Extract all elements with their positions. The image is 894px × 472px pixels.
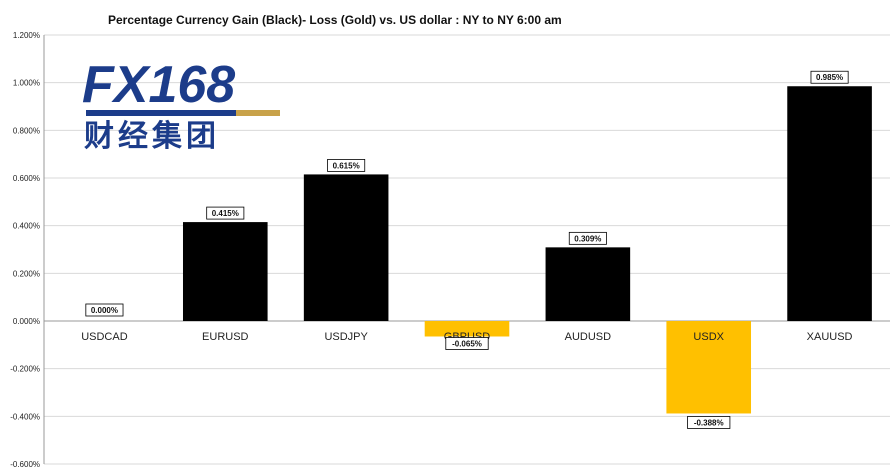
data-labels: 0.000% 0.415% 0.615% -0.065% 0.309% -0.388% 0.… (85, 70, 849, 429)
data-label-text: 0.615% (333, 161, 360, 170)
data-label-box (810, 70, 849, 84)
data-label-text: 0.415% (212, 209, 239, 218)
data-label-usdcad: 0.000% (85, 303, 124, 317)
category-label-eurusd: EURUSD (202, 331, 249, 343)
data-label-usdjpy: 0.615% (327, 159, 366, 172)
logo-latin-text: FX168 (82, 56, 235, 114)
y-tick-label: 0.600% (13, 174, 40, 183)
data-label-box (568, 231, 607, 245)
y-tick-label: -0.400% (10, 412, 40, 421)
category-label-usdcad: USDCAD (81, 331, 128, 343)
category-label-audusd: AUDUSD (565, 331, 612, 343)
data-label-gbpusd: -0.065% (445, 337, 489, 350)
gridlines (43, 34, 890, 465)
category-label-xauusd: XAUUSD (807, 331, 853, 343)
category-labels: USDCAD EURUSD USDJPY GBPUSD AUDUSD USDX XAUUSD (81, 331, 852, 343)
data-label-usdx: -0.388% (687, 416, 731, 429)
data-label-box (327, 159, 366, 172)
data-label-box (206, 206, 245, 220)
logo-underline-blue (86, 110, 236, 116)
data-label-text: -0.065% (452, 339, 482, 348)
data-label-box (445, 337, 489, 350)
bar-audusd (545, 247, 631, 321)
bars (182, 86, 872, 414)
data-label-box (85, 303, 124, 317)
chart-title: Percentage Currency Gain (Black)- Loss (… (108, 13, 562, 27)
y-tick-label: 0.000% (13, 317, 40, 326)
fx168-logo: FX168 财经集团 (82, 56, 280, 154)
data-label-audusd: 0.309% (568, 231, 607, 245)
y-tick-label: -0.600% (10, 460, 40, 469)
data-label-text: -0.388% (694, 418, 724, 427)
y-axis-tick-labels: 1.200% 1.000% 0.800% 0.600% 0.400% 0.200% 0.00… (10, 31, 40, 469)
data-label-text: 0.985% (816, 73, 843, 82)
bar-eurusd (182, 222, 268, 321)
data-label-text: 0.000% (91, 306, 118, 315)
y-tick-label: 1.200% (13, 31, 40, 40)
y-tick-label: 1.000% (13, 79, 40, 88)
category-label-usdx: USDX (693, 331, 724, 343)
data-label-eurusd: 0.415% (206, 206, 245, 220)
bar-usdx (666, 321, 752, 414)
bar-xauusd (787, 86, 872, 321)
bar-gbpusd (424, 321, 510, 337)
data-label-text: 0.309% (574, 234, 601, 243)
data-label-box (687, 416, 731, 429)
bar-usdjpy (303, 174, 389, 321)
category-label-usdjpy: USDJPY (324, 331, 368, 343)
logo-underline-gold (236, 110, 280, 116)
y-tick-label: -0.200% (10, 365, 40, 374)
logo-chinese-text: 财经集团 (84, 119, 220, 154)
y-tick-label: 0.400% (13, 222, 40, 231)
y-tick-label: 0.200% (13, 269, 40, 278)
data-label-xauusd: 0.985% (810, 70, 849, 84)
y-tick-label: 0.800% (13, 126, 40, 135)
